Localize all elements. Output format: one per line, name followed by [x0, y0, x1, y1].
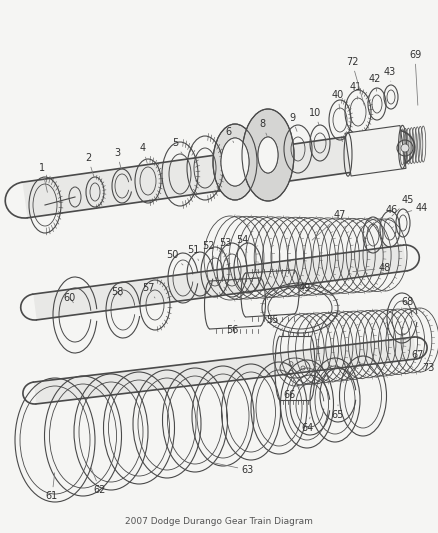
Text: 43: 43	[384, 67, 396, 81]
Text: 49: 49	[299, 283, 311, 297]
Text: 72: 72	[346, 57, 364, 106]
Text: 62: 62	[91, 467, 106, 495]
Text: 66: 66	[284, 378, 296, 400]
Text: 9: 9	[289, 113, 297, 132]
Text: 58: 58	[111, 287, 123, 297]
Ellipse shape	[213, 124, 257, 200]
Text: 67: 67	[408, 350, 424, 360]
Ellipse shape	[221, 138, 249, 186]
Polygon shape	[345, 126, 406, 176]
Text: 2: 2	[85, 153, 94, 177]
Text: 50: 50	[166, 250, 183, 265]
Text: 2007 Dodge Durango Gear Train Diagram: 2007 Dodge Durango Gear Train Diagram	[125, 518, 313, 527]
Ellipse shape	[258, 137, 278, 173]
Text: 51: 51	[187, 245, 199, 261]
Text: 10: 10	[309, 108, 321, 125]
Polygon shape	[34, 337, 416, 404]
Text: 5: 5	[172, 138, 184, 156]
Text: 40: 40	[332, 90, 344, 109]
Text: 41: 41	[350, 82, 362, 99]
Ellipse shape	[242, 109, 294, 201]
Text: 53: 53	[219, 238, 231, 255]
Text: 65: 65	[332, 405, 344, 420]
Text: 73: 73	[422, 358, 434, 373]
Text: 56: 56	[226, 321, 238, 335]
Text: 63: 63	[213, 463, 254, 475]
Text: 6: 6	[225, 127, 234, 142]
Text: 57: 57	[142, 283, 155, 298]
Text: 3: 3	[114, 148, 121, 169]
Text: 54: 54	[236, 235, 248, 253]
Text: 55: 55	[266, 311, 278, 325]
Text: 48: 48	[353, 263, 391, 273]
Text: 1: 1	[39, 163, 47, 192]
Text: 8: 8	[259, 119, 267, 135]
Text: 68: 68	[402, 297, 414, 313]
Text: 61: 61	[46, 473, 58, 501]
Text: 4: 4	[140, 143, 147, 163]
Text: 45: 45	[392, 195, 414, 216]
Text: 52: 52	[202, 241, 214, 257]
Text: 42: 42	[369, 74, 381, 91]
Text: 46: 46	[375, 205, 398, 222]
Text: 60: 60	[64, 293, 76, 303]
Text: 69: 69	[409, 50, 421, 105]
Polygon shape	[33, 245, 407, 320]
Text: 47: 47	[312, 210, 346, 240]
Polygon shape	[22, 130, 398, 218]
Text: 44: 44	[406, 203, 428, 213]
Ellipse shape	[401, 144, 409, 152]
Text: 64: 64	[302, 417, 314, 433]
